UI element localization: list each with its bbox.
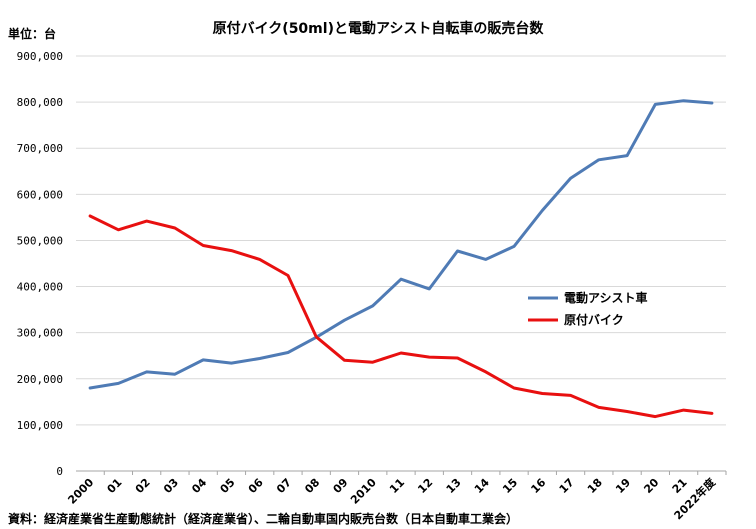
series-line-1 [88, 99, 714, 390]
x-tick-label: 20 [641, 476, 661, 496]
x-tick-label: 19 [613, 476, 633, 496]
x-tick-label: 01 [104, 476, 124, 496]
x-tick-label: 11 [387, 476, 407, 496]
y-tick-label: 100,000 [17, 419, 63, 432]
series-lines [88, 99, 714, 419]
x-tick-label: 13 [444, 476, 464, 496]
x-tick-label: 03 [161, 476, 181, 496]
y-tick-label: 400,000 [17, 281, 63, 294]
y-tick-label: 300,000 [17, 327, 63, 340]
x-tick-label: 21 [670, 476, 690, 496]
y-axis-ticks: 0 100,000 200,000 300,000 400,000 500,000 600,… [17, 50, 63, 478]
y-tick-label: 900,000 [17, 50, 63, 63]
y-tick-label: 700,000 [17, 142, 63, 155]
series-line-2 [88, 214, 714, 419]
x-tick-label: 2000 [65, 476, 96, 507]
x-tick-label: 06 [246, 476, 266, 496]
source-note: 資料：経済産業省生産動態統計（経済産業省）、二輪自動車国内販売台数（日本自動車工… [8, 511, 518, 526]
x-tick-label: 18 [585, 476, 605, 496]
chart-title: 原付バイク(50ml)と電動アシスト自転車の販売台数 [213, 20, 545, 37]
x-tick-label: 15 [500, 476, 520, 496]
gridlines [76, 55, 726, 472]
y-tick-label: 800,000 [17, 96, 63, 109]
legend-label: 原付バイク [564, 312, 624, 327]
y-tick-label: 500,000 [17, 234, 63, 247]
x-tick-label: 17 [557, 476, 577, 496]
x-tick-label: 08 [302, 476, 322, 496]
x-tick-label: 05 [218, 476, 238, 496]
y-tick-label: 200,000 [17, 373, 63, 386]
x-tick-label: 14 [472, 476, 492, 496]
x-tick-label: 02 [133, 476, 153, 496]
x-tick-label: 04 [189, 476, 209, 496]
x-tick-label: 07 [274, 476, 294, 496]
y-axis-unit-label: 単位：台 [8, 26, 56, 41]
x-tick-label: 16 [528, 476, 548, 496]
legend-label: 電動アシスト車 [564, 290, 648, 305]
y-tick-label: 600,000 [17, 188, 63, 201]
y-tick-label: 0 [56, 465, 63, 478]
x-tick-label: 09 [331, 476, 351, 496]
x-tick-label: 12 [415, 476, 435, 496]
x-tick-label: 2010 [348, 476, 379, 507]
